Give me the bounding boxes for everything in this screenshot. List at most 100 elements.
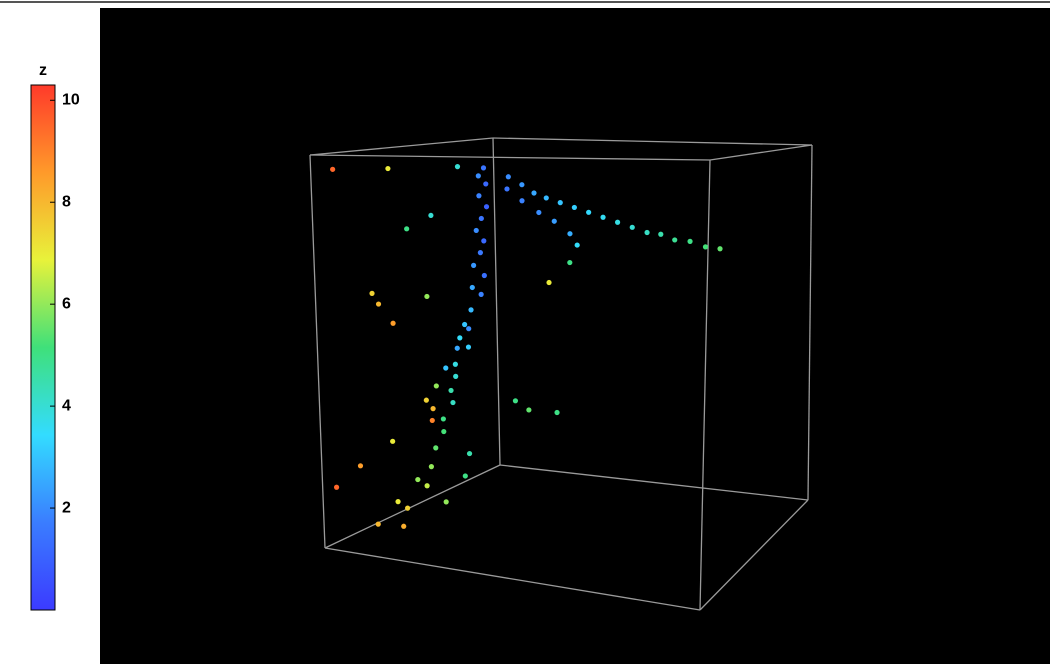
plot-area <box>100 8 1050 664</box>
colorbar-title: z <box>39 62 47 79</box>
box-edge <box>492 137 813 146</box>
point <box>405 505 411 511</box>
point <box>475 173 481 179</box>
point <box>452 361 458 367</box>
point <box>430 406 436 412</box>
box-edge <box>309 154 711 161</box>
point <box>567 259 573 266</box>
point <box>478 215 484 222</box>
point <box>557 200 563 206</box>
point <box>546 279 552 286</box>
point <box>687 238 693 244</box>
point <box>441 428 447 435</box>
point <box>457 335 463 341</box>
point <box>717 246 723 252</box>
point <box>468 307 474 313</box>
box-edge <box>309 137 494 156</box>
point <box>443 499 449 505</box>
point <box>551 218 557 224</box>
point <box>466 326 472 332</box>
point <box>433 445 439 451</box>
point <box>375 521 381 527</box>
point <box>480 165 487 171</box>
point <box>369 290 375 296</box>
box-edge <box>699 159 711 611</box>
point <box>543 195 549 201</box>
points <box>330 164 723 529</box>
point <box>440 416 446 422</box>
point <box>478 291 484 297</box>
box-edge <box>499 464 809 501</box>
colorbar-tick-label: 4 <box>62 397 71 414</box>
point <box>702 244 709 250</box>
point <box>390 320 396 326</box>
point <box>466 450 473 457</box>
point <box>554 409 560 416</box>
point <box>390 438 396 444</box>
point <box>415 476 421 483</box>
box-edge <box>807 144 813 501</box>
point <box>429 417 435 424</box>
point <box>519 182 525 188</box>
box-edge <box>492 137 501 466</box>
point <box>450 399 456 406</box>
colorbar-tick-label: 6 <box>62 295 71 312</box>
point <box>424 293 430 300</box>
point <box>672 237 678 243</box>
point <box>477 250 483 256</box>
point <box>454 345 460 351</box>
point <box>404 226 410 232</box>
point <box>600 214 606 220</box>
point <box>476 193 482 199</box>
box-edge <box>324 547 701 611</box>
point <box>333 484 340 490</box>
point <box>526 407 532 413</box>
point <box>401 523 407 529</box>
point <box>453 373 459 379</box>
point <box>483 204 490 210</box>
point <box>469 284 475 291</box>
point <box>567 231 573 237</box>
point <box>330 166 336 172</box>
point <box>629 224 635 230</box>
point <box>423 397 429 403</box>
colorbar-tick-label: 8 <box>62 193 71 210</box>
point <box>424 483 430 489</box>
point <box>462 321 468 328</box>
point <box>462 473 468 479</box>
point <box>428 212 434 219</box>
point <box>658 231 664 237</box>
point <box>428 464 434 470</box>
point <box>614 219 621 225</box>
box-edge <box>699 499 809 611</box>
point <box>448 387 454 394</box>
point <box>471 262 477 268</box>
point <box>586 209 592 215</box>
point <box>433 383 439 389</box>
point <box>505 174 511 180</box>
point <box>574 242 580 248</box>
box-edge <box>309 154 326 549</box>
colorbar-ticks: 2 4 6 8 10 <box>50 92 80 516</box>
point <box>519 198 525 204</box>
colorbar-tick-label: 10 <box>62 92 80 109</box>
colorbar-tick-label: 2 <box>62 499 71 516</box>
point <box>375 301 382 307</box>
point <box>473 227 479 234</box>
colorbar <box>30 84 56 611</box>
point <box>571 204 577 211</box>
axis-box <box>309 137 813 611</box>
point <box>644 229 650 236</box>
point <box>385 165 391 172</box>
box-edge <box>709 144 813 161</box>
point <box>481 238 487 244</box>
point <box>395 499 401 505</box>
point <box>443 365 449 371</box>
point <box>512 398 519 404</box>
box-edge <box>324 464 501 549</box>
point <box>481 272 487 279</box>
point <box>357 463 364 469</box>
point <box>531 190 537 196</box>
point <box>465 344 472 350</box>
